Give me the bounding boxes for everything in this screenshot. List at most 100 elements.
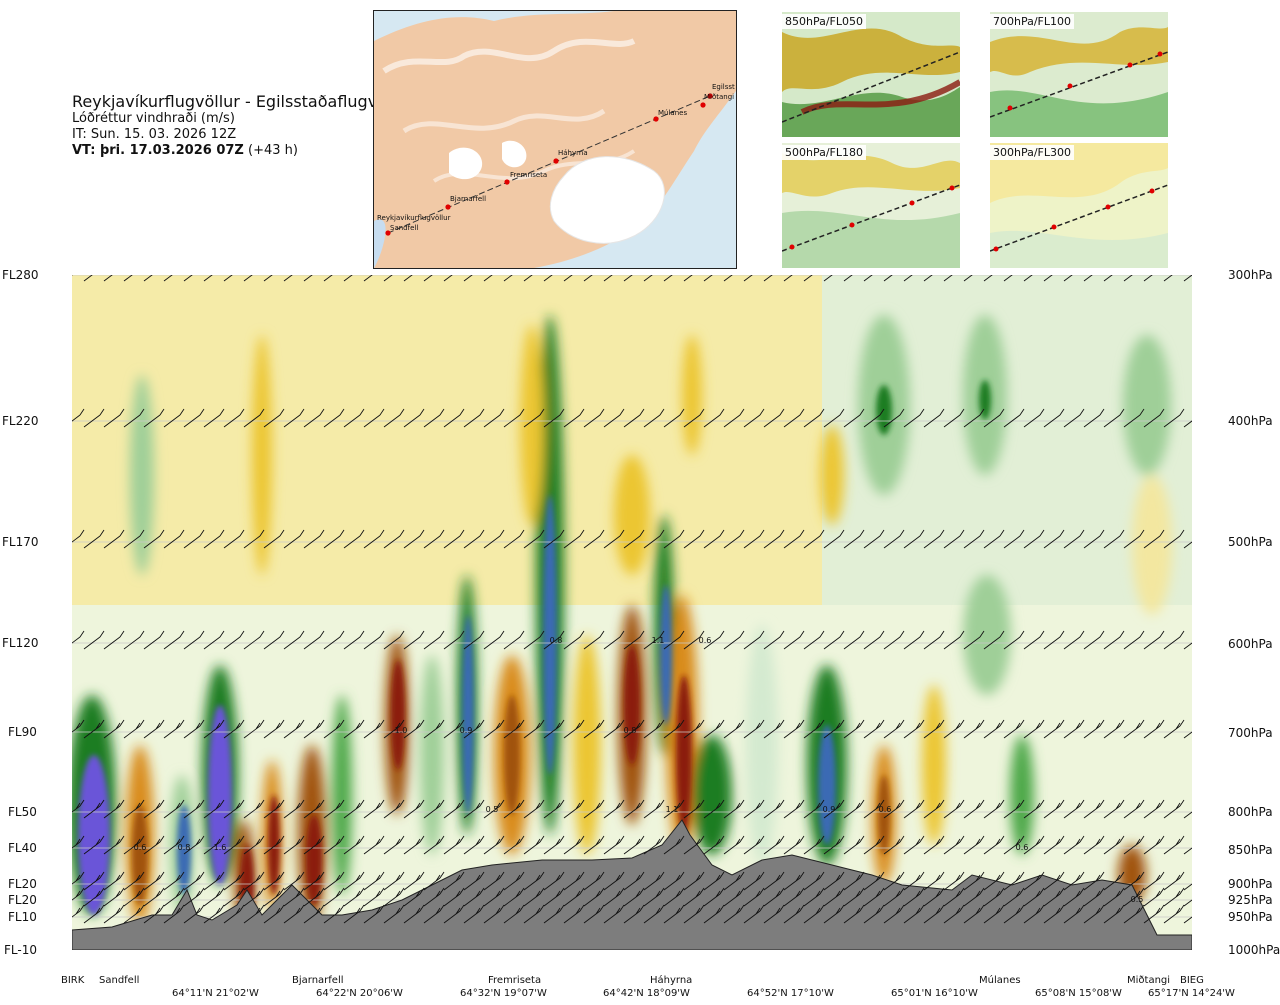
wind-barb-445 — [963, 871, 985, 891]
wind-barb-59 — [83, 408, 105, 428]
wind-barb-135 — [463, 529, 485, 549]
vv-blob-46 — [1132, 475, 1172, 615]
wind-barb-365 — [503, 835, 525, 855]
wind-barb-559 — [963, 904, 985, 924]
wind-barb-332 — [983, 799, 1005, 819]
wind-barb-298 — [303, 799, 325, 819]
wind-barb-424 — [543, 871, 565, 891]
thumb-500: 500hPa/FL180 — [782, 143, 960, 268]
wind-barb-97 — [843, 408, 865, 428]
wind-barb-230 — [83, 719, 105, 739]
wind-barb-469 — [303, 887, 325, 907]
wind-barb-170 — [1163, 529, 1185, 549]
wind-barb-393 — [1063, 835, 1085, 855]
wind-barb-60 — [103, 408, 125, 428]
wind-barb-467 — [263, 887, 285, 907]
wind-barb-444 — [943, 871, 965, 891]
wind-barb-542 — [623, 904, 645, 924]
wind-barb-376 — [723, 835, 745, 855]
wind-barb-465 — [223, 887, 245, 907]
wind-barb-148 — [723, 529, 745, 549]
wind-barb-541 — [603, 904, 625, 924]
wind-barb-248 — [443, 719, 465, 739]
contour-label-11: 1.1 — [666, 805, 679, 814]
wind-barb-311 — [563, 799, 585, 819]
wind-barb-212 — [863, 630, 885, 650]
wind-barb-530 — [383, 904, 405, 924]
wind-barb-153 — [823, 529, 845, 549]
wind-barb-371 — [623, 835, 645, 855]
wind-barb-509 — [1103, 887, 1125, 907]
wind-barb-499 — [903, 887, 925, 907]
wind-barb-281 — [1103, 719, 1125, 739]
vv-blob-29 — [660, 585, 672, 725]
wind-barb-388 — [963, 835, 985, 855]
wind-barb-297 — [283, 799, 305, 819]
wind-barb-151 — [783, 529, 805, 549]
wind-barb-149 — [743, 529, 765, 549]
wind-barb-346 — [123, 835, 145, 855]
wind-barb-353 — [263, 835, 285, 855]
wind-barb-345 — [103, 835, 125, 855]
wind-barb-174 — [103, 630, 125, 650]
wind-barb-158 — [923, 529, 945, 549]
wind-barb-479 — [503, 887, 525, 907]
p-label-6: 800hPa — [1228, 805, 1273, 819]
wind-barb-355 — [303, 835, 325, 855]
wind-barb-504 — [1003, 887, 1025, 907]
wind-barb-557 — [923, 904, 945, 924]
wind-barb-360 — [403, 835, 425, 855]
wind-barb-190 — [423, 630, 445, 650]
wind-barb-124 — [243, 529, 265, 549]
cross-section-graphic: 0.6 0.8 1.6 1.0 0.9 0.5 0.8 0.8 1.1 0.6 1.1 0.9 0.6 0… — [63, 262, 1205, 951]
wind-barb-548 — [743, 904, 765, 924]
wind-barb-79 — [483, 408, 505, 428]
wind-barb-265 — [783, 719, 805, 739]
wind-barb-372 — [643, 835, 665, 855]
wind-barb-334 — [1023, 799, 1045, 819]
wind-barb-204 — [703, 630, 725, 650]
wind-barb-537 — [523, 904, 545, 924]
contour-label-5: 0.9 — [460, 726, 473, 735]
wind-barb-480 — [523, 887, 545, 907]
fl-label-2: FL220 — [2, 414, 39, 428]
wind-barb-564 — [1063, 904, 1085, 924]
valid-time-line: VT: þri. 17.03.2026 07Z (+43 h) — [72, 143, 413, 159]
coord-2: 64°22'N 20°06'W — [316, 988, 403, 999]
wind-barb-221 — [1043, 630, 1065, 650]
wind-barb-554 — [863, 904, 885, 924]
wind-barb-568 — [1143, 904, 1165, 924]
wind-barb-402 — [103, 871, 125, 891]
wind-barb-118 — [123, 529, 145, 549]
wind-barb-108 — [1063, 408, 1085, 428]
wind-barb-375 — [703, 835, 725, 855]
wind-barb-336 — [1063, 799, 1085, 819]
wind-barb-199 — [603, 630, 625, 650]
wind-barb-168 — [1123, 529, 1145, 549]
vv-blob-31 — [676, 675, 692, 835]
p-label-10: 950hPa — [1228, 910, 1273, 924]
wind-barb-315 — [643, 799, 665, 819]
wind-barb-561 — [1003, 904, 1025, 924]
wind-barb-292 — [183, 799, 205, 819]
wind-barb-69 — [283, 408, 305, 428]
waypoint-2: Sandfell — [99, 975, 140, 986]
wind-barb-536 — [503, 904, 525, 924]
contour-label-1: 0.6 — [134, 843, 147, 852]
wind-barb-76 — [423, 408, 445, 428]
wind-barb-381 — [823, 835, 845, 855]
wind-barb-524 — [263, 904, 285, 924]
wind-barb-404 — [143, 871, 165, 891]
wind-barb-470 — [323, 887, 345, 907]
thumb-700-graphic — [990, 12, 1168, 137]
wind-barb-122 — [203, 529, 225, 549]
wind-barb-313 — [603, 799, 625, 819]
wind-barb-383 — [863, 835, 885, 855]
wind-barb-99 — [883, 408, 905, 428]
wind-barb-214 — [903, 630, 925, 650]
wind-barb-389 — [983, 835, 1005, 855]
coord-4: 64°42'N 18°09'W — [603, 988, 690, 999]
fl-label-1: FL280 — [2, 268, 39, 282]
wind-barb-129 — [343, 529, 365, 549]
wind-barb-483 — [583, 887, 605, 907]
